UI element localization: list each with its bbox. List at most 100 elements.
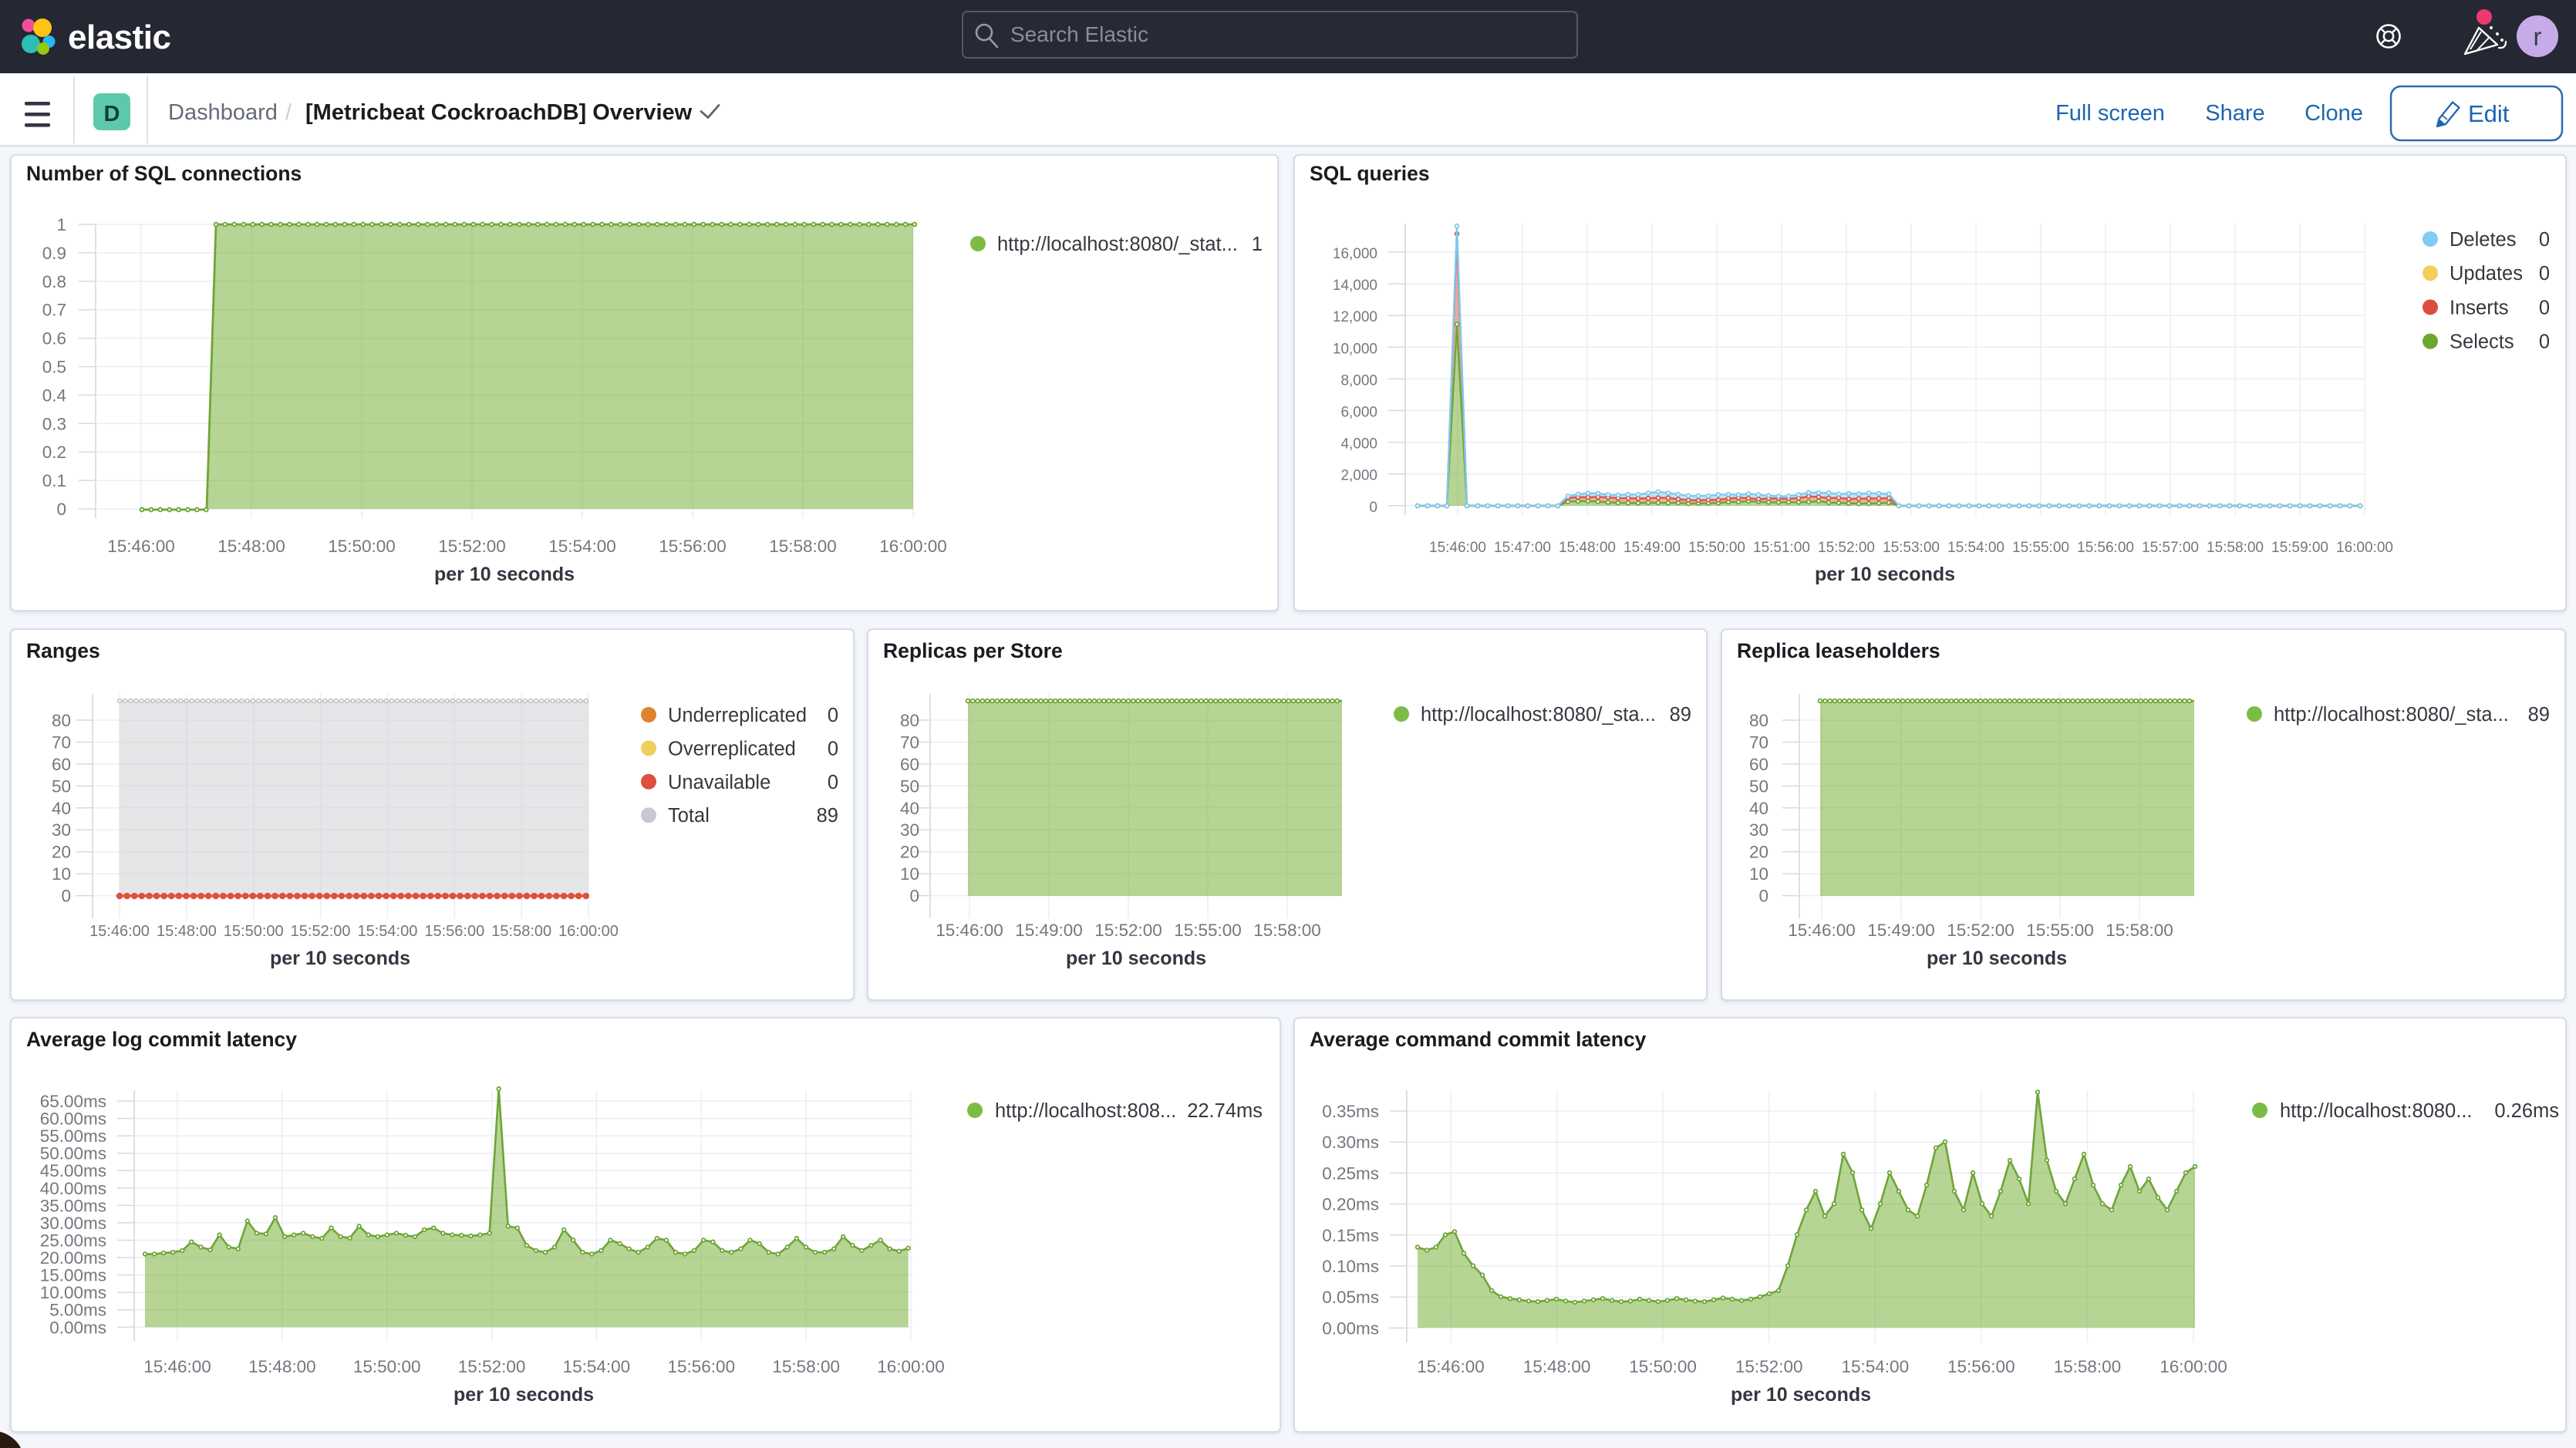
svg-text:15:52:00: 15:52:00: [438, 537, 506, 556]
svg-text:0: 0: [2539, 263, 2550, 285]
svg-text:15:48:00: 15:48:00: [157, 923, 217, 940]
svg-text:0.30ms: 0.30ms: [1322, 1133, 1379, 1152]
svg-text:per 10 seconds: per 10 seconds: [1731, 1384, 1871, 1406]
svg-text:6,000: 6,000: [1340, 405, 1377, 421]
svg-text:per 10 seconds: per 10 seconds: [270, 948, 410, 969]
svg-text:15:46:00: 15:46:00: [1417, 1357, 1485, 1376]
svg-text:0: 0: [56, 500, 66, 519]
svg-text:Overreplicated: Overreplicated: [668, 738, 796, 759]
svg-text:per 10 seconds: per 10 seconds: [1066, 948, 1206, 969]
svg-text:0.9: 0.9: [42, 244, 66, 263]
svg-text:per 10 seconds: per 10 seconds: [1815, 564, 1955, 585]
svg-text:15:47:00: 15:47:00: [1494, 540, 1551, 556]
svg-text:0.26ms: 0.26ms: [2494, 1100, 2559, 1122]
svg-text:http://localhost:808...: http://localhost:808...: [995, 1100, 1176, 1122]
svg-text:15:46:00: 15:46:00: [89, 923, 150, 940]
svg-text:65.00ms: 65.00ms: [40, 1092, 106, 1111]
svg-text:15:49:00: 15:49:00: [1867, 921, 1935, 940]
svg-text:15:52:00: 15:52:00: [1947, 921, 2015, 940]
svg-text:0: 0: [2539, 297, 2550, 318]
svg-text:elastic: elastic: [68, 19, 171, 56]
svg-text:15:50:00: 15:50:00: [353, 1357, 421, 1376]
svg-text:45.00ms: 45.00ms: [40, 1161, 106, 1180]
svg-text:40: 40: [52, 799, 71, 818]
svg-text:Edit: Edit: [2468, 100, 2510, 127]
svg-text:1: 1: [56, 215, 66, 234]
svg-text:15:58:00: 15:58:00: [491, 923, 551, 940]
svg-text:70: 70: [900, 733, 919, 753]
svg-text:15:50:00: 15:50:00: [224, 923, 284, 940]
svg-text:30: 30: [52, 820, 71, 840]
svg-text:0.6: 0.6: [42, 329, 66, 349]
svg-text:14,000: 14,000: [1333, 278, 1377, 294]
svg-text:0.5: 0.5: [42, 358, 66, 377]
svg-text:10: 10: [1749, 864, 1768, 884]
svg-text:16,000: 16,000: [1333, 246, 1377, 262]
svg-text:0: 0: [828, 738, 838, 759]
svg-text:15:52:00: 15:52:00: [1094, 921, 1162, 940]
svg-text:50.00ms: 50.00ms: [40, 1144, 106, 1163]
svg-text:Ranges: Ranges: [26, 639, 100, 662]
svg-text:Updates: Updates: [2450, 263, 2523, 285]
svg-text:15:54:00: 15:54:00: [1947, 540, 2004, 556]
svg-text:15:54:00: 15:54:00: [563, 1357, 631, 1376]
svg-text:Deletes: Deletes: [2450, 229, 2516, 251]
svg-text:Underreplicated: Underreplicated: [668, 705, 807, 726]
svg-text:15:48:00: 15:48:00: [1559, 540, 1616, 556]
svg-text:/: /: [285, 100, 292, 125]
svg-text:0: 0: [828, 772, 838, 793]
svg-text:16:00:00: 16:00:00: [2336, 540, 2393, 556]
svg-text:50: 50: [52, 776, 71, 796]
svg-text:40.00ms: 40.00ms: [40, 1179, 106, 1198]
svg-text:40: 40: [900, 799, 919, 818]
svg-text:per 10 seconds: per 10 seconds: [453, 1384, 594, 1406]
svg-text:15:52:00: 15:52:00: [458, 1357, 526, 1376]
svg-text:Total: Total: [668, 805, 710, 827]
svg-text:0.2: 0.2: [42, 443, 66, 462]
svg-text:0.35ms: 0.35ms: [1322, 1102, 1379, 1121]
svg-text:15:56:00: 15:56:00: [1947, 1357, 2015, 1376]
svg-text:15:54:00: 15:54:00: [1842, 1357, 1910, 1376]
svg-text:70: 70: [52, 733, 71, 753]
svg-text:http://localhost:8080/_sta...: http://localhost:8080/_sta...: [1421, 704, 1656, 726]
svg-text:per 10 seconds: per 10 seconds: [434, 564, 575, 585]
svg-text:0.00ms: 0.00ms: [49, 1318, 106, 1337]
svg-text:0: 0: [1369, 500, 1377, 516]
svg-text:15:48:00: 15:48:00: [248, 1357, 316, 1376]
svg-text:Replica leaseholders: Replica leaseholders: [1737, 639, 1940, 662]
svg-text:0: 0: [61, 887, 71, 906]
svg-text:15:59:00: 15:59:00: [2271, 540, 2328, 556]
svg-text:10.00ms: 10.00ms: [40, 1283, 106, 1302]
svg-text:15:56:00: 15:56:00: [424, 923, 484, 940]
svg-text:0.3: 0.3: [42, 414, 66, 433]
svg-text:10,000: 10,000: [1333, 341, 1377, 357]
svg-text:50: 50: [900, 776, 919, 796]
svg-text:16:00:00: 16:00:00: [879, 537, 947, 556]
svg-text:0.00ms: 0.00ms: [1322, 1318, 1379, 1338]
svg-text:Share: Share: [2205, 101, 2264, 126]
svg-text:Average log commit latency: Average log commit latency: [26, 1028, 297, 1051]
svg-text:4,000: 4,000: [1340, 436, 1377, 453]
svg-text:15:50:00: 15:50:00: [1629, 1357, 1697, 1376]
svg-text:15:50:00: 15:50:00: [1688, 540, 1745, 556]
svg-text:15:54:00: 15:54:00: [548, 537, 616, 556]
svg-text:[Metricbeat CockroachDB] Overv: [Metricbeat CockroachDB] Overview: [305, 100, 693, 125]
svg-text:2,000: 2,000: [1340, 468, 1377, 484]
svg-text:0: 0: [2539, 229, 2550, 251]
svg-text:20: 20: [52, 843, 71, 862]
svg-text:15:57:00: 15:57:00: [2142, 540, 2199, 556]
svg-text:16:00:00: 16:00:00: [877, 1357, 945, 1376]
svg-text:15:46:00: 15:46:00: [936, 921, 1003, 940]
svg-text:10: 10: [52, 864, 71, 884]
svg-text:15:56:00: 15:56:00: [659, 537, 727, 556]
svg-text:35.00ms: 35.00ms: [40, 1196, 106, 1215]
svg-text:60: 60: [900, 755, 919, 774]
svg-text:15:58:00: 15:58:00: [769, 537, 837, 556]
svg-text:60.00ms: 60.00ms: [40, 1110, 106, 1129]
svg-text:http://localhost:8080...: http://localhost:8080...: [2280, 1100, 2473, 1122]
svg-text:Search Elastic: Search Elastic: [1010, 22, 1148, 46]
svg-text:Full screen: Full screen: [2055, 101, 2165, 126]
svg-text:15:52:00: 15:52:00: [1818, 540, 1875, 556]
svg-text:30.00ms: 30.00ms: [40, 1214, 106, 1233]
svg-text:0.4: 0.4: [42, 386, 66, 405]
